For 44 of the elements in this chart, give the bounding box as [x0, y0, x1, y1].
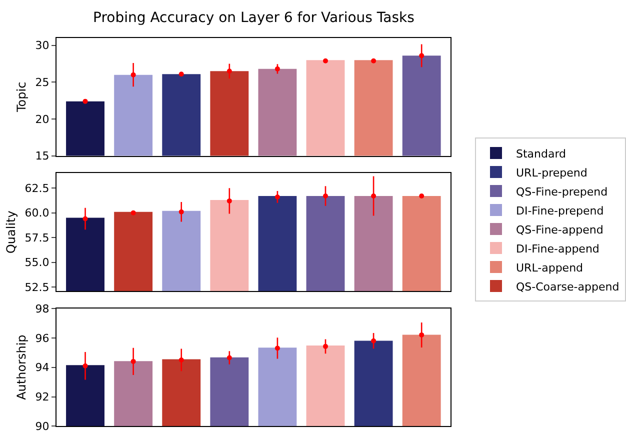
point: [274, 194, 280, 200]
y-tick-label: 25: [35, 76, 50, 90]
y-axis-title: Topic: [14, 82, 29, 113]
y-tick-label: 15: [35, 150, 50, 163]
chart-title: Probing Accuracy on Layer 6 for Various Tasks: [93, 10, 414, 26]
y-tick-label: 60.0: [24, 206, 50, 220]
point: [371, 338, 376, 344]
y-tick-label: 57.5: [24, 231, 50, 244]
y-tick-label: 20: [35, 112, 50, 126]
y-tick-label: 62.5: [24, 182, 50, 195]
point: [130, 358, 136, 364]
point: [178, 209, 184, 214]
legend-label: URL-prepend: [516, 166, 588, 180]
point: [178, 357, 184, 362]
y-tick-label: 96: [35, 332, 50, 345]
point: [130, 72, 136, 78]
legend-label: QS-Fine-prepend: [516, 185, 608, 198]
point: [322, 344, 328, 349]
y-tick-label: 92: [35, 390, 50, 404]
legend-label: QS-Coarse-append: [516, 280, 620, 294]
y-tick-label: 30: [35, 39, 50, 52]
point: [274, 66, 280, 72]
y-tick-label: 55.0: [24, 256, 50, 270]
legend-label: DI-Fine-prepend: [516, 204, 604, 218]
point: [322, 194, 328, 198]
legend-label: URL-append: [516, 261, 584, 274]
point: [226, 68, 232, 74]
point: [419, 332, 424, 338]
point: [226, 355, 232, 360]
point: [82, 216, 88, 222]
y-axis-title: Authorship: [14, 334, 29, 400]
point: [371, 194, 376, 198]
y-tick-label: 94: [35, 361, 50, 374]
y-tick-label: 98: [35, 302, 50, 316]
point: [419, 53, 424, 58]
y-axis-title: Quality: [4, 210, 18, 254]
y-tick-label: 90: [35, 420, 50, 434]
point: [274, 346, 280, 351]
point: [226, 198, 232, 204]
y-tick-label: 52.5: [24, 280, 50, 294]
point: [82, 363, 88, 368]
legend-label: Standard: [516, 147, 566, 160]
legend-label: DI-Fine-append: [516, 242, 600, 256]
legend-label: QS-Fine-append: [516, 223, 604, 236]
